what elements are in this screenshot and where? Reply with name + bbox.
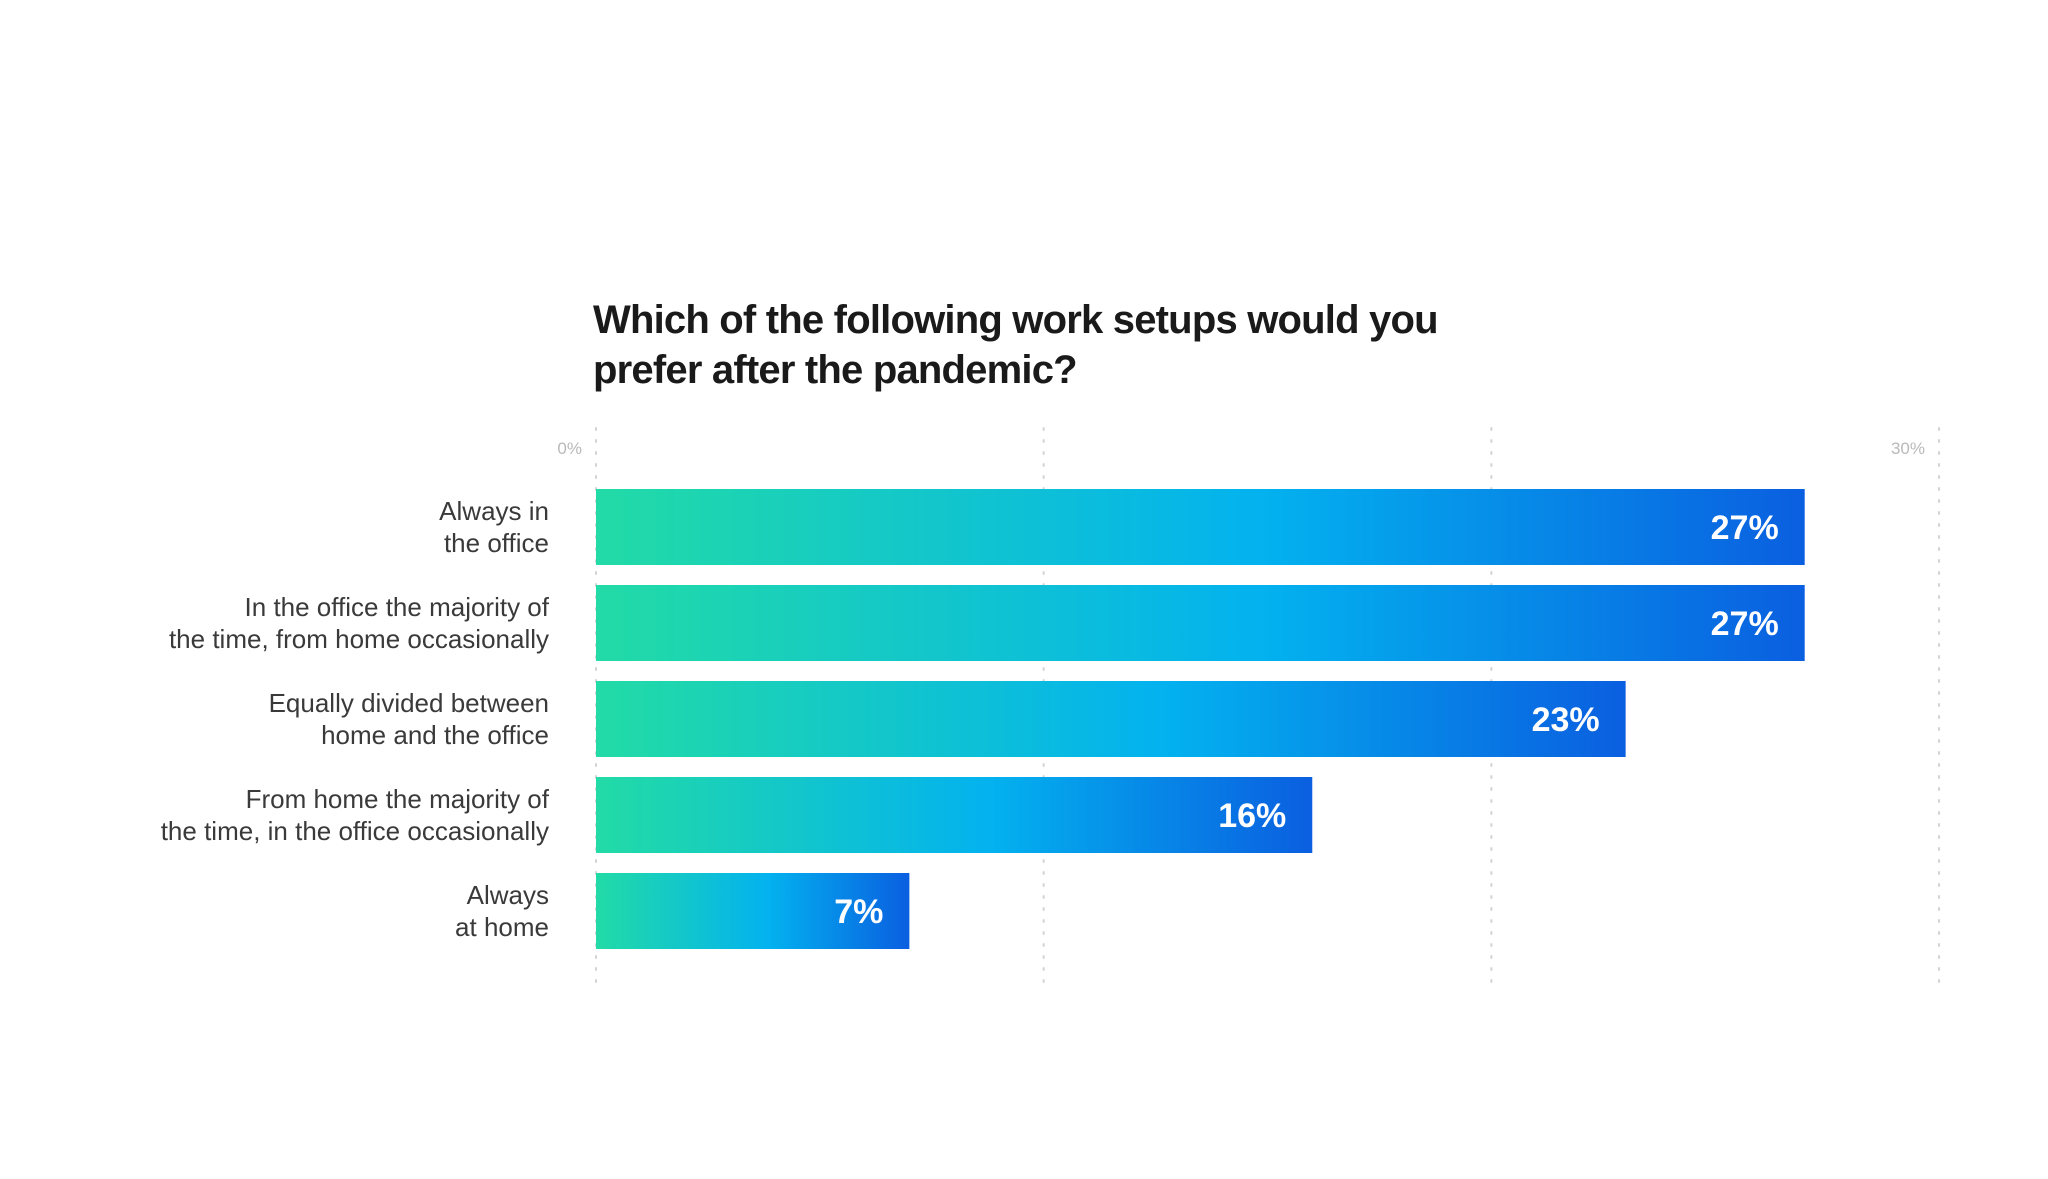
bar-value-label: 27% xyxy=(1711,605,1779,643)
x-tick-label: 30% xyxy=(1891,439,1925,458)
bar xyxy=(596,681,1626,757)
category-label-line: Equally divided between xyxy=(269,688,549,718)
category-label-line: In the office the majority of xyxy=(245,592,550,622)
x-tick-label: 0% xyxy=(557,439,582,458)
category-label-line: From home the majority of xyxy=(246,784,550,814)
chart-title: Which of the following work setups would… xyxy=(593,298,1439,392)
bar xyxy=(596,489,1805,565)
category-label-line: Always xyxy=(467,880,549,910)
bar-value-label: 16% xyxy=(1218,797,1286,835)
category-label-line: the time, from home occasionally xyxy=(169,624,549,654)
category-label-line: the office xyxy=(444,528,549,558)
chart-title-line: Which of the following work setups would… xyxy=(593,298,1438,342)
bar xyxy=(596,873,910,949)
bar-value-label: 23% xyxy=(1532,701,1600,739)
bar xyxy=(596,585,1805,661)
bar-value-label: 27% xyxy=(1711,509,1779,547)
bar-value-label: 7% xyxy=(834,893,883,931)
category-label-line: home and the office xyxy=(321,720,549,750)
category-label-line: at home xyxy=(455,912,549,942)
category-label-line: Always in xyxy=(439,496,549,526)
category-label-line: the time, in the office occasionally xyxy=(161,816,549,846)
bars: 27% 27% 23% 16% 7% xyxy=(596,489,1805,949)
axis-tick-labels: 0% 30% xyxy=(557,439,1925,458)
chart-title-line: prefer after the pandemic? xyxy=(593,348,1077,392)
bar xyxy=(596,777,1313,853)
